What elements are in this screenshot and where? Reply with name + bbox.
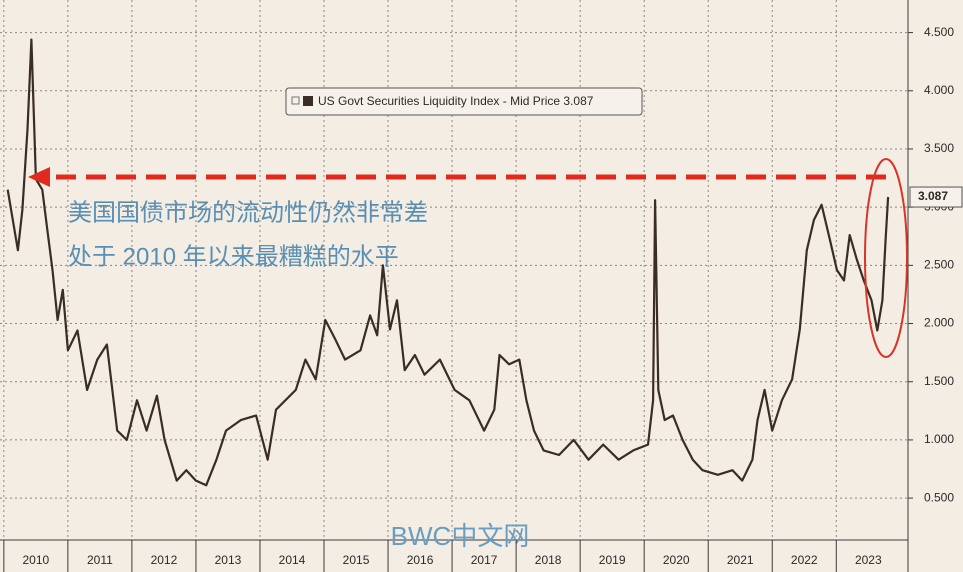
x-tick-label: 2022	[791, 553, 818, 567]
y-tick-label: 4.000	[924, 83, 954, 97]
annotation: 处于 2010 年以来最糟糕的水平	[68, 243, 399, 270]
x-tick-label: 2021	[727, 553, 754, 567]
x-tick-label: 2018	[535, 553, 562, 567]
x-tick-label: 2020	[663, 553, 690, 567]
series-line	[6, 38, 890, 487]
watermark: BWC中文网	[391, 521, 530, 551]
highlight-ellipse	[864, 158, 908, 358]
x-tick-label: 2015	[343, 553, 370, 567]
legend: US Govt Securities Liquidity Index - Mid…	[285, 87, 643, 116]
x-tick-label: 2011	[87, 553, 113, 567]
y-tick-label: 3.500	[924, 141, 954, 155]
x-tick-label: 2012	[151, 553, 178, 567]
y-tick-label: 1.000	[924, 432, 954, 446]
x-tick-label: 2019	[599, 553, 626, 567]
last-price-label: 3.087	[918, 189, 948, 203]
x-tick-label: 2014	[279, 553, 306, 567]
last-price-box	[909, 186, 963, 208]
y-tick-label: 4.500	[924, 25, 954, 39]
x-tick-label: 2010	[23, 553, 50, 567]
annotation: 美国国债市场的流动性仍然非常差	[68, 199, 428, 226]
arrow-head	[28, 167, 50, 187]
x-tick-label: 2017	[471, 553, 498, 567]
y-tick-label: 2.500	[924, 258, 954, 272]
y-tick-label: 2.000	[924, 316, 954, 330]
x-tick-label: 2016	[407, 553, 434, 567]
y-tick-label: 0.500	[924, 490, 954, 504]
legend-swatch	[303, 96, 313, 106]
y-tick-label: 1.500	[924, 374, 954, 388]
legend-box	[285, 87, 643, 116]
x-tick-label: 2023	[855, 553, 882, 567]
legend-label: US Govt Securities Liquidity Index - Mid…	[318, 94, 594, 108]
legend-toggle	[291, 96, 300, 105]
x-tick-label: 2013	[215, 553, 242, 567]
